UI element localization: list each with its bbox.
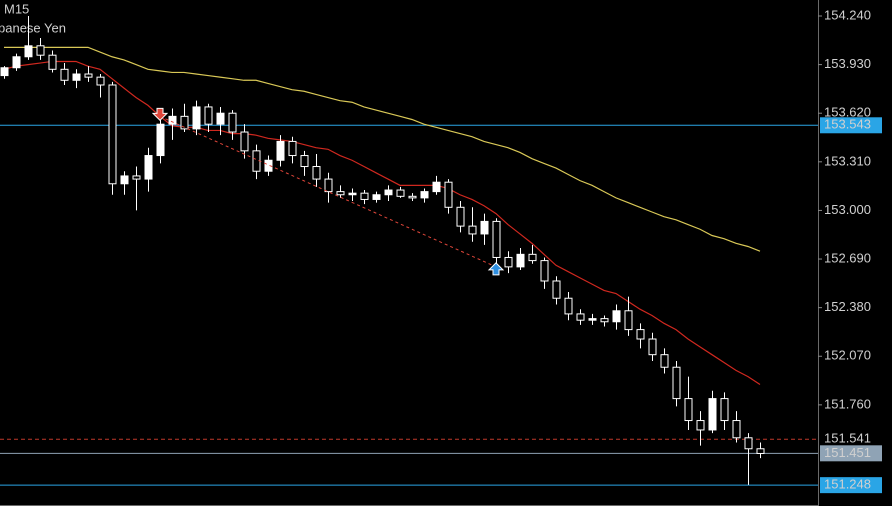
y-tick-label: 153.000 xyxy=(824,202,871,217)
candle-body xyxy=(456,206,465,227)
candle-body xyxy=(108,84,117,185)
candle-body xyxy=(444,181,453,208)
candle-body xyxy=(372,194,381,200)
candle-body xyxy=(636,329,645,340)
candle-body xyxy=(36,45,45,56)
candle-body xyxy=(588,318,597,321)
candle-body xyxy=(348,192,357,196)
y-tick-label: 151.760 xyxy=(824,396,871,411)
candle-body xyxy=(96,76,105,86)
candle-body xyxy=(600,318,609,323)
candle-body xyxy=(24,45,33,58)
y-tick-label: 153.930 xyxy=(824,56,871,71)
candle-body xyxy=(420,191,429,199)
candle-body xyxy=(216,112,225,125)
candle-body xyxy=(72,73,81,81)
candle-body xyxy=(228,112,237,133)
candle-body xyxy=(144,155,153,180)
y-tick-label: 152.070 xyxy=(824,348,871,363)
price-label: 151.541 xyxy=(824,431,871,446)
price-label-box xyxy=(820,445,882,462)
candle-body xyxy=(396,189,405,197)
candle-body xyxy=(288,140,297,157)
moving-average xyxy=(3,60,761,385)
candle-body xyxy=(720,398,729,422)
price-label-box xyxy=(820,117,882,134)
candle-body xyxy=(552,280,561,299)
moving-average xyxy=(4,46,761,252)
candle-body xyxy=(12,56,21,69)
signal-arrow xyxy=(151,107,169,122)
candle-body xyxy=(0,67,9,77)
candle-body xyxy=(744,437,753,450)
candle-body xyxy=(708,398,717,431)
price-label: 153.543 xyxy=(824,117,871,132)
candle-body xyxy=(60,68,69,81)
candle-body xyxy=(696,420,705,431)
candle-body xyxy=(504,256,513,268)
candle-body xyxy=(360,192,369,200)
candle-body xyxy=(276,140,285,161)
candle-body xyxy=(528,253,537,262)
y-tick-label: 153.620 xyxy=(824,105,871,120)
y-tick-label: 153.310 xyxy=(824,153,871,168)
price-label: 151.248 xyxy=(824,477,871,492)
signal-arrow xyxy=(487,262,505,276)
candle-body xyxy=(432,181,441,193)
chart-subtitle: panese Yen xyxy=(0,20,66,35)
candle-body xyxy=(408,195,417,199)
candle-body xyxy=(732,420,741,439)
candle-body xyxy=(672,366,681,400)
candle-body xyxy=(132,175,141,180)
candle-body xyxy=(312,166,321,180)
candle-body xyxy=(48,54,57,70)
candle-body xyxy=(168,115,177,125)
candle-body xyxy=(516,253,525,268)
trade-line xyxy=(159,115,497,268)
candle-body xyxy=(468,225,477,235)
candle-body xyxy=(576,313,585,321)
candle-body xyxy=(756,448,765,454)
candle-body xyxy=(564,297,573,315)
candle-body xyxy=(156,123,165,157)
candle-body xyxy=(612,310,621,323)
candle-body xyxy=(492,220,501,258)
candle-body xyxy=(684,398,693,422)
candle-body xyxy=(300,155,309,168)
candle-body xyxy=(84,73,93,78)
candle-body xyxy=(240,131,249,152)
candle-body xyxy=(120,175,129,185)
y-tick-label: 152.380 xyxy=(824,299,871,314)
price-label-box xyxy=(820,477,882,494)
y-tick-label: 154.240 xyxy=(824,7,871,22)
candle-body xyxy=(264,159,273,172)
y-tick-label: 152.690 xyxy=(824,250,871,265)
candle-body xyxy=(180,115,189,130)
price-label: 151.451 xyxy=(824,445,871,460)
candle-body xyxy=(384,189,393,196)
candle-body xyxy=(336,191,345,196)
candle-body xyxy=(192,106,201,130)
candle-body xyxy=(324,178,333,193)
candle-body xyxy=(648,338,657,356)
candle-body xyxy=(204,106,213,125)
chart-title: M15 xyxy=(4,1,29,16)
candle-body xyxy=(480,220,489,235)
candle-body xyxy=(660,354,669,368)
candle-body xyxy=(624,310,633,331)
candle-body xyxy=(540,260,549,282)
